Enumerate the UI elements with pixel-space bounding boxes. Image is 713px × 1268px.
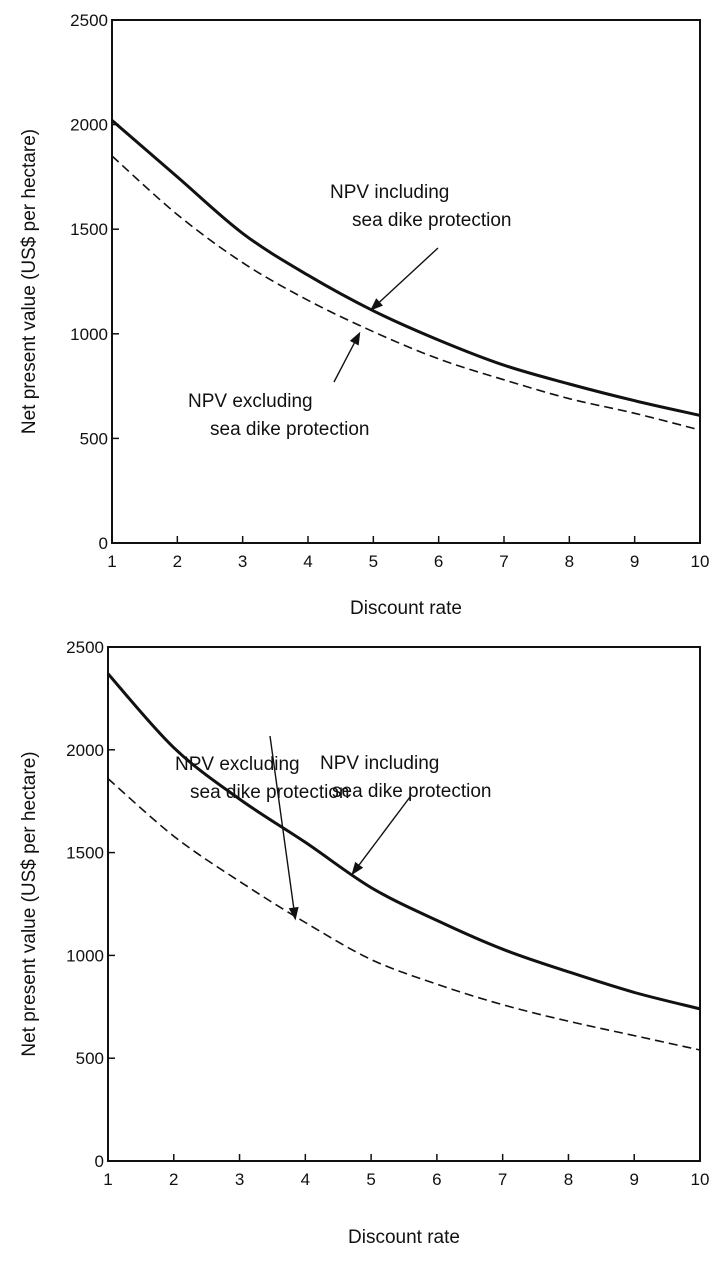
series-line-excluding [111,155,701,431]
x-tick-label: 7 [498,1170,507,1189]
series-line-including [106,672,701,1011]
y-axis-title: Net present value (US$ per hectare) [19,129,40,434]
annotation-line: sea dike protection [352,210,512,231]
y-tick-label: 500 [76,1049,104,1068]
annotation-arrow [379,247,439,303]
y-tick-label: 1500 [70,220,108,239]
x-tick-label: 2 [169,1170,178,1189]
y-tick-label: 2500 [70,11,108,30]
x-axis-title: Discount rate [348,1227,460,1248]
annotation-line: sea dike protection [332,781,492,802]
x-tick-label: 9 [630,552,639,571]
arrow-head-icon [351,861,364,876]
x-tick-label: 8 [565,552,574,571]
annotation-line: sea dike protection [190,782,350,803]
arrow-head-icon [349,331,361,346]
arrow-head-icon [288,906,299,921]
annotation-line: NPV including [330,182,449,203]
annotation-label: NPV excluding sea dike protection [188,391,370,440]
plot-frame [111,19,701,544]
annotation-label: NPV including sea dike protection [330,182,512,231]
x-tick-label: 4 [301,1170,310,1189]
x-tick-label: 3 [238,552,247,571]
y-axis-title: Net present value (US$ per hectare) [19,751,40,1056]
x-tick-label: 1 [103,1170,112,1189]
x-tick-label: 8 [564,1170,573,1189]
x-tick-label: 10 [691,552,710,571]
x-tick-label: 5 [366,1170,375,1189]
y-tick-label: 1000 [66,946,104,965]
y-tick-label: 1000 [70,325,108,344]
plot-frame [107,646,701,1162]
y-tick-label: 2000 [70,116,108,135]
y-tick-label: 2000 [66,741,104,760]
x-tick-label: 1 [107,552,116,571]
y-tick-label: 500 [80,429,108,448]
annotation-label: NPV excluding sea dike protection [175,754,350,803]
y-tick-label: 1500 [66,844,104,863]
annotation-line: NPV excluding [175,754,300,775]
x-tick-label: 6 [434,552,443,571]
series-line-including [111,119,701,417]
annotation-line: sea dike protection [210,419,370,440]
x-tick-label: 6 [432,1170,441,1189]
annotation-label: NPV including sea dike protection [320,753,492,802]
x-tick-label: 3 [235,1170,244,1189]
chart-bottom: 1 2 3 4 5 6 7 8 9 10 0 500 1000 1500 2000 2500 Discount … [19,638,710,1248]
x-tick-label: 2 [173,552,182,571]
annotation-line: NPV including [320,753,439,774]
x-tick-label: 5 [369,552,378,571]
annotation-line: NPV excluding [188,391,313,412]
y-tick-label: 2500 [66,638,104,657]
x-tick-label: 4 [303,552,312,571]
x-tick-label: 10 [691,1170,710,1189]
y-tick-label: 0 [95,1152,104,1171]
annotation-arrow [269,735,295,908]
annotation-arrow [358,796,411,866]
chart-top: 1 2 3 4 5 6 7 8 9 10 0 500 1000 1500 2000 2500 Discount … [19,11,710,619]
arrow-head-icon [370,298,384,311]
y-tick-label: 0 [99,534,108,553]
x-tick-label: 9 [629,1170,638,1189]
series-line-excluding [107,777,701,1051]
annotation-arrow [333,342,355,383]
x-axis-title: Discount rate [350,598,462,619]
x-tick-label: 7 [499,552,508,571]
